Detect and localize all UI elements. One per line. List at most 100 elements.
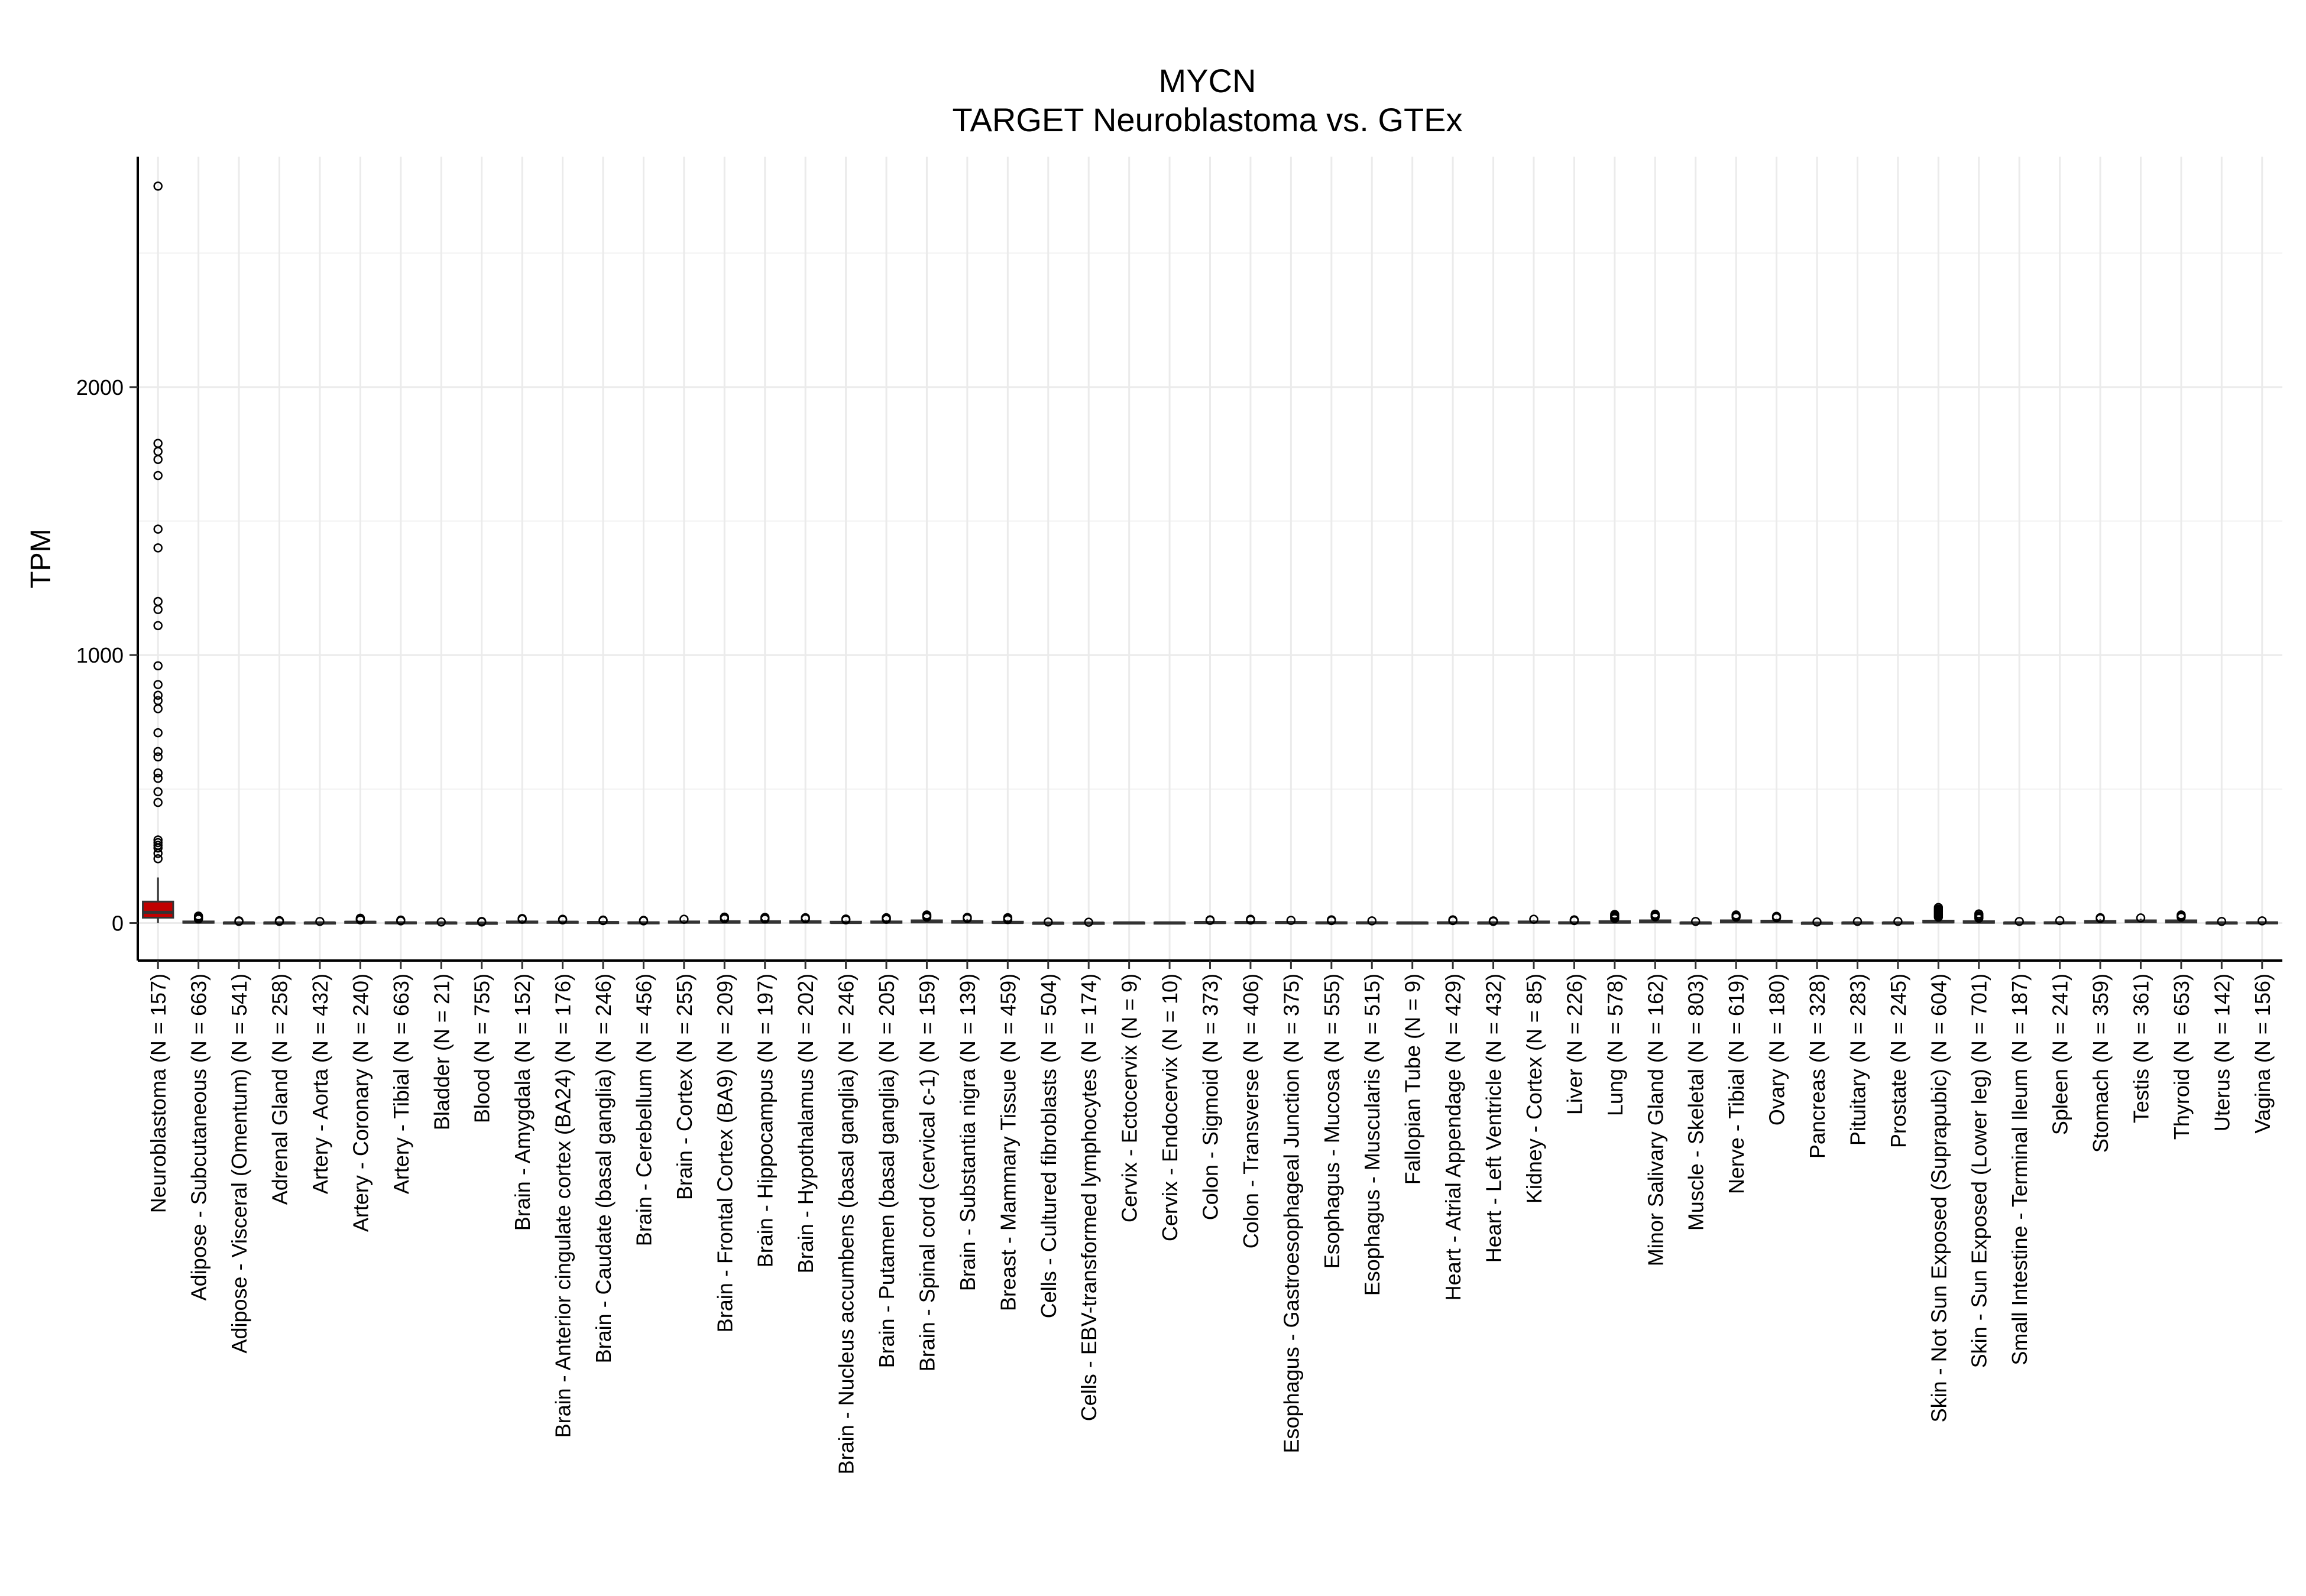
outlier-point: [1933, 903, 1944, 912]
outlier-point: [1610, 910, 1620, 919]
box-group: [1275, 916, 1307, 925]
box-group: [2124, 913, 2157, 923]
box-group: [506, 914, 539, 924]
box-group: [2003, 917, 2036, 926]
outlier-point: [1771, 911, 1782, 921]
x-tick-label: Adrenal Gland (N = 258): [268, 974, 292, 1205]
y-axis-label: TPM: [25, 528, 57, 588]
outlier-point: [2096, 913, 2105, 923]
box-group: [2246, 916, 2278, 926]
x-tick-label: Uterus (N = 142): [2210, 974, 2234, 1131]
x-tick-label: Brain - Amygdala (N = 152): [510, 974, 535, 1231]
x-tick-label: Artery - Aorta (N = 432): [308, 974, 332, 1194]
box-group: [2165, 910, 2198, 924]
outlier-point: [153, 704, 163, 713]
outlier-point: [1690, 917, 1701, 926]
outlier-point: [153, 661, 163, 671]
box-group: [1841, 917, 1874, 926]
x-tick-label: Heart - Atrial Appendage (N = 429): [1441, 974, 1465, 1300]
chart-subtitle: TARGET Neuroblastoma vs. GTEx: [952, 101, 1462, 138]
box-group: [1356, 916, 1388, 926]
box-group: [1396, 921, 1429, 925]
outlier-point: [639, 916, 649, 925]
outlier-point: [963, 913, 972, 922]
outlier-point: [153, 768, 163, 778]
outlier-point: [193, 911, 203, 921]
x-tick-label: Artery - Tibial (N = 663): [389, 974, 413, 1194]
outlier-point: [153, 455, 163, 465]
box-group: [870, 913, 903, 924]
box-group: [263, 916, 296, 926]
outlier-point: [477, 917, 487, 926]
x-tick-label: Spleen (N = 241): [2048, 974, 2072, 1135]
box-group: [1153, 921, 1186, 925]
x-tick-label: Pancreas (N = 328): [1805, 974, 1829, 1159]
x-tick-label: Brain - Spinal cord (cervical c-1) (N = …: [915, 974, 939, 1371]
x-tick-label: Skin - Not Sun Exposed (Suprapubic) (N =…: [1926, 974, 1951, 1422]
box-group: [2084, 913, 2117, 924]
x-tick-label: Skin - Sun Exposed (Lower leg) (N = 701): [1967, 974, 1991, 1368]
outlier-point: [153, 773, 163, 783]
box-group: [384, 915, 417, 926]
box-group: [425, 917, 458, 927]
outlier-point: [1569, 915, 1579, 924]
box-group: [951, 913, 984, 924]
x-tick-label: Esophagus - Muscularis (N = 515): [1360, 974, 1384, 1296]
x-tick-label: Ovary (N = 180): [1765, 974, 1789, 1125]
box-group: [546, 914, 579, 924]
x-tick-label: Bladder (N = 21): [429, 974, 454, 1130]
outlier-point: [153, 181, 163, 191]
box-group: [1760, 911, 1793, 924]
box-group: [2043, 916, 2076, 926]
box-group: [1436, 915, 1469, 926]
outlier-point: [153, 605, 163, 614]
outlier-point: [2014, 917, 2024, 926]
y-tick-labels: 0 1000 2000: [76, 375, 138, 936]
outlier-point: [234, 916, 244, 926]
box-group: [668, 914, 701, 924]
outlier-point: [1205, 915, 1215, 924]
outlier-point: [760, 913, 770, 922]
x-tick-label: Minor Salivary Gland (N = 162): [1643, 974, 1667, 1266]
outlier-point: [1327, 915, 1336, 924]
box-group: [222, 916, 255, 926]
box-group: [992, 913, 1024, 924]
box-group: [587, 915, 620, 926]
x-tick-label: Pituitary (N = 283): [1845, 974, 1870, 1146]
outlier-point: [1650, 909, 1660, 919]
x-tick-label: Kidney - Cortex (N = 85): [1522, 974, 1546, 1204]
box-group: [1558, 915, 1591, 926]
box-group: [1639, 909, 1672, 924]
box-group: [830, 914, 862, 924]
x-tick-label: Brain - Hypothalamus (N = 202): [794, 974, 818, 1273]
x-tick-label: Stomach (N = 359): [2088, 974, 2113, 1153]
box-group: [1922, 903, 1955, 924]
x-tick-label: Cervix - Ectocervix (N = 9): [1118, 974, 1142, 1222]
box-group: [1517, 914, 1550, 924]
outlier-point: [153, 854, 163, 864]
x-tick-label: Esophagus - Gastroesophageal Junction (N…: [1279, 974, 1303, 1454]
outlier-point: [2136, 913, 2146, 923]
outlier-point: [598, 915, 608, 925]
x-tick-label: Muscle - Skeletal (N = 803): [1684, 974, 1708, 1231]
outlier-point: [153, 838, 163, 848]
outlier-point: [882, 913, 891, 923]
outlier-point: [153, 848, 163, 858]
outlier-point: [153, 621, 163, 631]
outlier-point: [1084, 917, 1093, 927]
outlier-point: [517, 914, 527, 923]
box-group: [1032, 917, 1064, 927]
outlier-point: [841, 914, 851, 924]
outlier-point: [153, 543, 163, 553]
outlier-point: [1003, 913, 1013, 923]
box-group: [1962, 909, 1995, 924]
outlier-point: [1448, 915, 1458, 924]
outlier-point: [436, 917, 446, 927]
x-tick-label: Adipose - Subcutaneous (N = 663): [187, 974, 211, 1300]
box-group: [911, 910, 943, 924]
outlier-point: [153, 728, 163, 738]
box-group: [789, 913, 822, 924]
outlier-point: [153, 797, 163, 807]
